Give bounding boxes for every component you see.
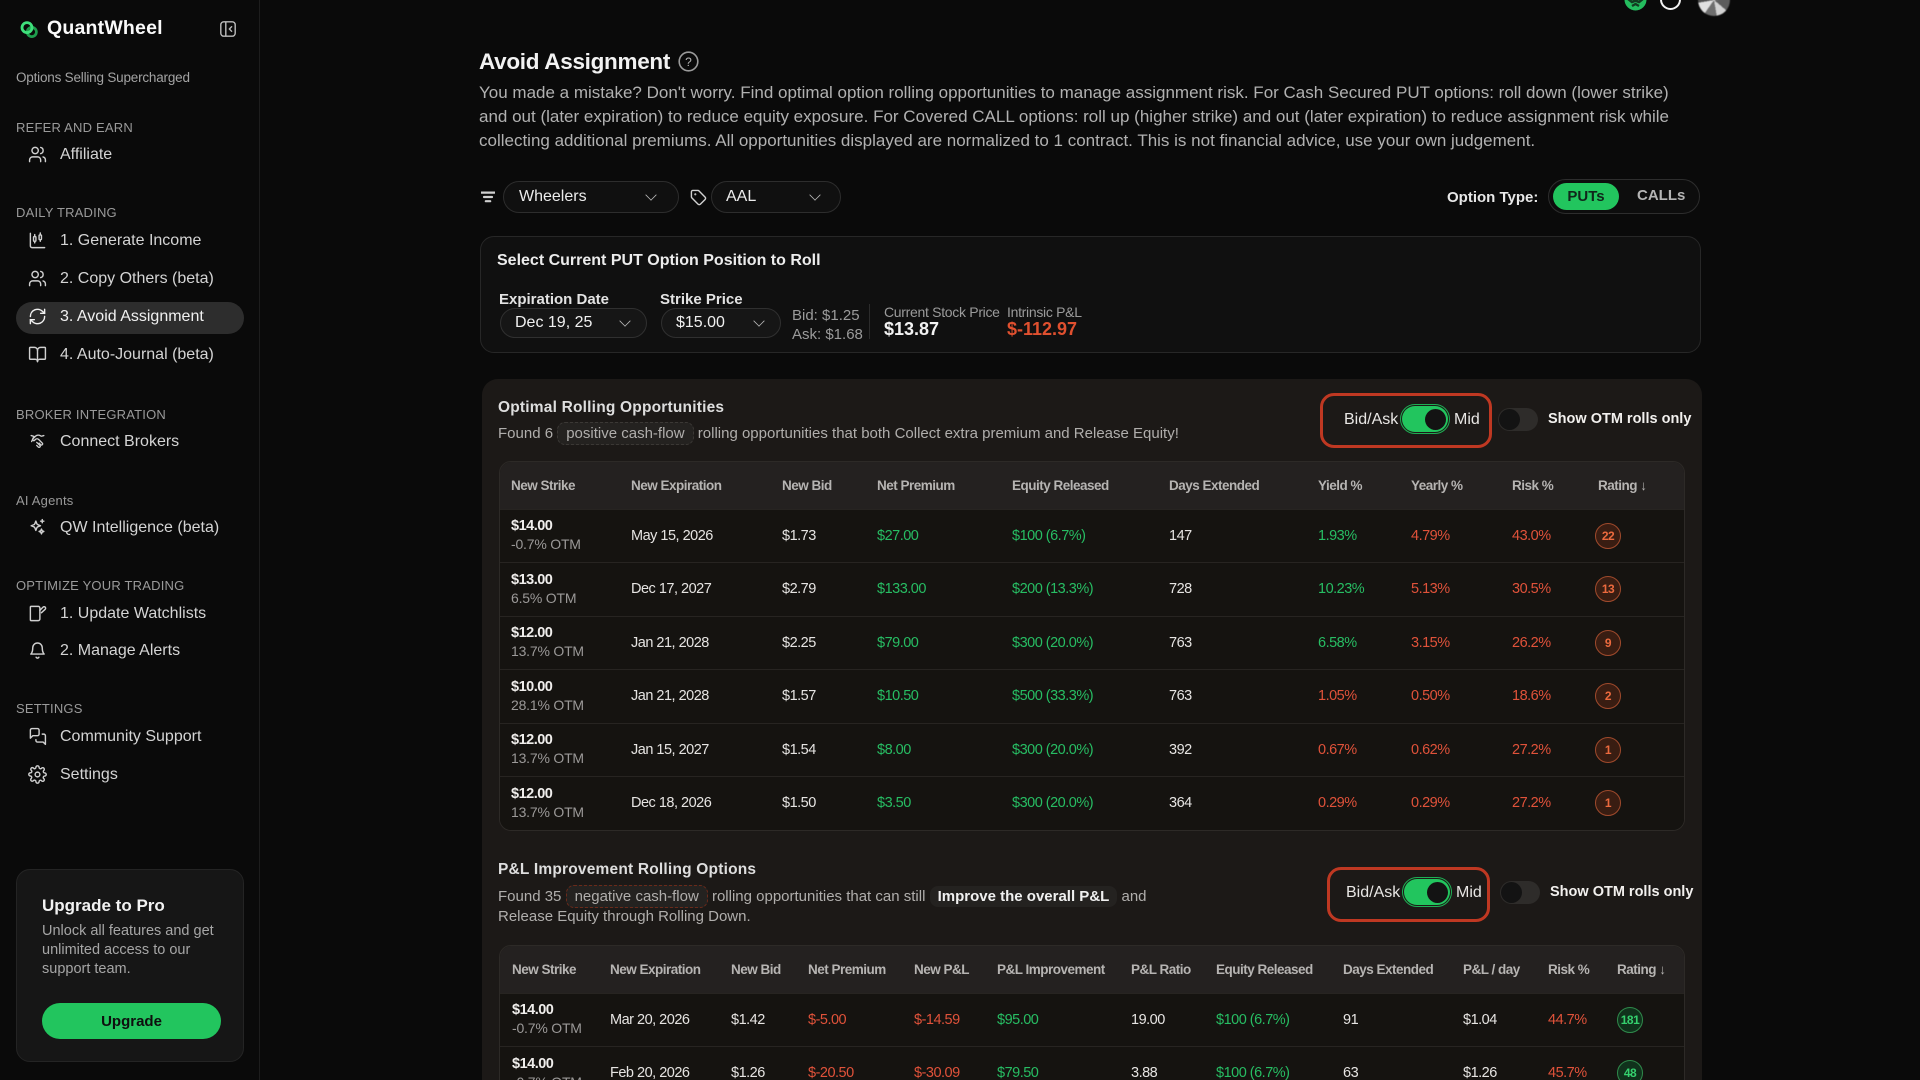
svg-text:?: ?	[685, 55, 692, 69]
